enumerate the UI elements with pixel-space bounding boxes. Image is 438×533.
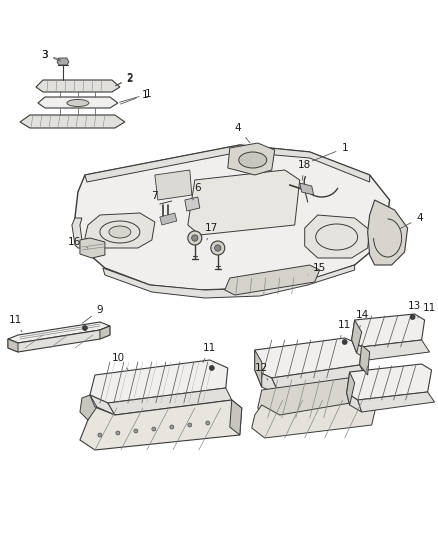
Circle shape [134, 429, 138, 433]
Text: 6: 6 [193, 183, 201, 200]
Polygon shape [225, 265, 320, 295]
Polygon shape [367, 200, 408, 265]
Text: 17: 17 [205, 223, 219, 240]
Circle shape [98, 433, 102, 437]
Polygon shape [352, 340, 367, 360]
Polygon shape [80, 395, 97, 420]
Polygon shape [72, 218, 82, 248]
Text: 7: 7 [152, 191, 163, 207]
Circle shape [206, 421, 210, 425]
Circle shape [82, 326, 88, 330]
Ellipse shape [239, 152, 267, 168]
Polygon shape [272, 365, 367, 395]
Polygon shape [185, 197, 200, 211]
Polygon shape [358, 392, 434, 412]
Circle shape [209, 366, 214, 370]
Polygon shape [80, 238, 105, 258]
Circle shape [215, 245, 221, 251]
Ellipse shape [109, 226, 131, 238]
Polygon shape [90, 360, 228, 403]
Text: 3: 3 [42, 50, 60, 60]
Polygon shape [255, 350, 262, 387]
Polygon shape [255, 338, 362, 378]
Text: 18: 18 [298, 160, 311, 180]
Polygon shape [36, 80, 120, 92]
Text: 16: 16 [68, 237, 88, 248]
Polygon shape [85, 213, 155, 248]
Circle shape [188, 423, 192, 427]
Text: 10: 10 [111, 353, 128, 370]
Circle shape [342, 340, 347, 344]
Text: 11: 11 [8, 315, 22, 332]
Polygon shape [360, 345, 370, 375]
Text: 11: 11 [417, 303, 436, 318]
Circle shape [211, 241, 225, 255]
Polygon shape [300, 183, 314, 195]
Text: 11: 11 [203, 343, 216, 362]
Text: 1: 1 [120, 89, 151, 102]
Text: 9: 9 [82, 305, 103, 324]
Polygon shape [108, 388, 232, 415]
Polygon shape [346, 393, 362, 412]
Polygon shape [160, 213, 177, 225]
Text: 14: 14 [356, 310, 369, 328]
Polygon shape [38, 97, 118, 108]
Polygon shape [346, 364, 431, 400]
Text: 15: 15 [308, 263, 326, 275]
Polygon shape [80, 400, 242, 450]
Polygon shape [255, 370, 280, 395]
Polygon shape [155, 170, 192, 200]
Polygon shape [85, 145, 370, 182]
Text: 13: 13 [408, 301, 421, 318]
Polygon shape [252, 400, 376, 438]
Polygon shape [90, 395, 115, 415]
Circle shape [116, 431, 120, 435]
Text: 4: 4 [234, 123, 250, 143]
Ellipse shape [67, 100, 89, 107]
Polygon shape [188, 170, 300, 235]
Circle shape [152, 427, 156, 431]
Polygon shape [8, 326, 110, 352]
Polygon shape [305, 215, 370, 258]
Polygon shape [8, 322, 110, 343]
Polygon shape [352, 320, 362, 353]
Polygon shape [75, 145, 390, 290]
Polygon shape [230, 400, 242, 435]
Polygon shape [100, 326, 110, 339]
Polygon shape [57, 58, 69, 65]
Text: 12: 12 [255, 363, 268, 380]
Polygon shape [228, 143, 275, 175]
Text: 11: 11 [338, 320, 351, 337]
Polygon shape [346, 372, 355, 405]
Polygon shape [258, 378, 355, 418]
Text: 1: 1 [120, 90, 148, 104]
Polygon shape [20, 115, 125, 128]
Circle shape [192, 235, 198, 241]
Circle shape [410, 314, 415, 319]
Circle shape [188, 231, 202, 245]
Polygon shape [8, 339, 18, 352]
Polygon shape [362, 340, 430, 360]
Polygon shape [103, 265, 355, 298]
Text: 2: 2 [115, 73, 133, 86]
Text: 3: 3 [42, 50, 60, 61]
Text: 2: 2 [115, 74, 133, 86]
Circle shape [170, 425, 174, 429]
Text: 4: 4 [400, 213, 423, 229]
Polygon shape [352, 314, 424, 347]
Text: 1: 1 [312, 143, 348, 161]
